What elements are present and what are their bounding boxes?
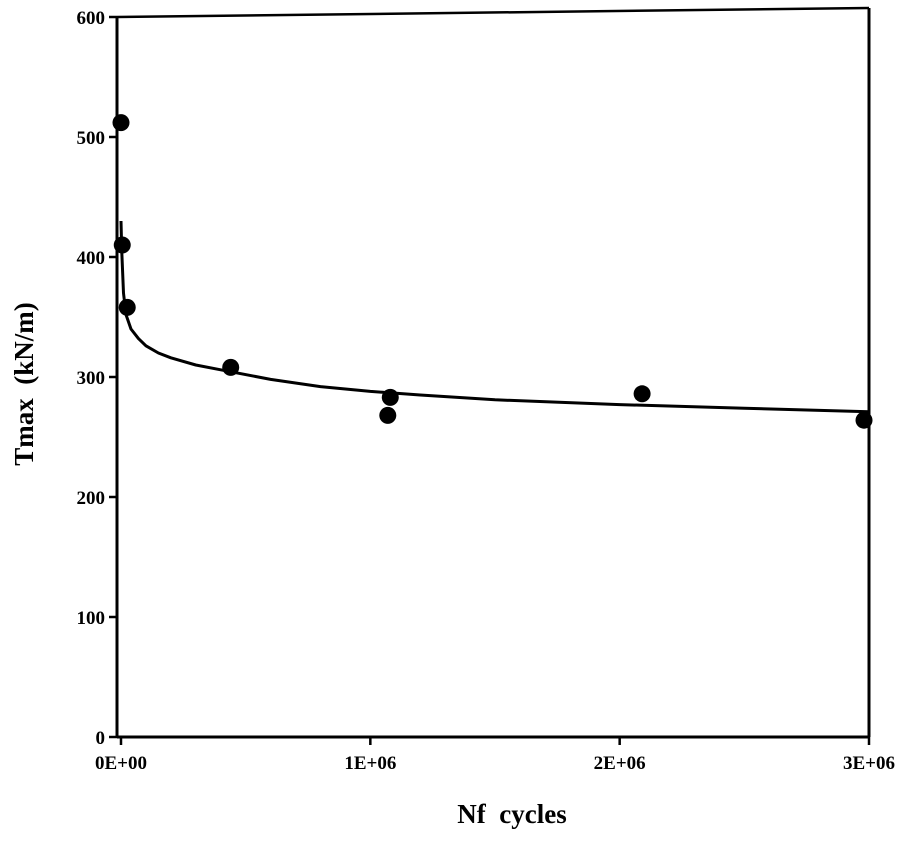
x-axis-title: Nf cycles bbox=[457, 799, 566, 829]
data-point bbox=[381, 388, 399, 406]
x-tick-label: 1E+06 bbox=[344, 753, 396, 774]
fit-curve bbox=[119, 220, 870, 414]
data-point bbox=[633, 385, 651, 403]
y-tick-label: 0 bbox=[96, 728, 106, 749]
x-tick-label: 0E+00 bbox=[95, 753, 147, 774]
y-tick-label: 300 bbox=[77, 368, 106, 389]
x-tick-label: 3E+06 bbox=[843, 753, 895, 774]
x-tick-label: 2E+06 bbox=[594, 753, 646, 774]
data-point bbox=[113, 236, 131, 254]
data-point bbox=[379, 406, 397, 424]
y-tick-label: 200 bbox=[77, 488, 106, 509]
data-point bbox=[855, 411, 873, 429]
y-tick-label: 600 bbox=[77, 8, 106, 29]
data-point bbox=[222, 358, 240, 376]
ticks: 0 100 200 300 400 500 600 0E+00 1E+06 2E+06 3E+06 bbox=[77, 8, 896, 774]
y-tick-label: 500 bbox=[77, 128, 106, 149]
top-frame-line bbox=[116, 6, 870, 19]
y-tick-label: 400 bbox=[77, 248, 106, 269]
series-layer bbox=[112, 114, 873, 429]
y-axis-title: Tmax (kN/m) bbox=[9, 302, 39, 466]
data-point bbox=[118, 298, 136, 316]
plot-area: 0 100 200 300 400 500 600 0E+00 1E+06 2E+06 3E+06 bbox=[77, 6, 896, 774]
y-tick-label: 100 bbox=[77, 608, 106, 629]
data-point bbox=[112, 114, 130, 132]
